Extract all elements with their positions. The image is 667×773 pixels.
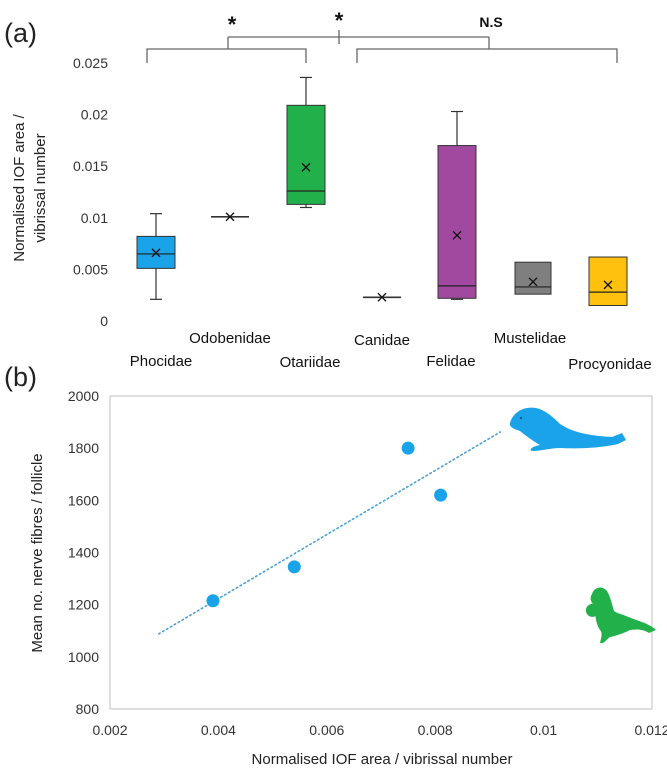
mean-marker-phocidae bbox=[151, 248, 161, 258]
seal-silhouette-icon bbox=[509, 407, 626, 451]
x-tick-label: 0.01 bbox=[530, 722, 557, 738]
mean-marker-felidae bbox=[452, 230, 462, 240]
data-point bbox=[287, 560, 301, 574]
data-point bbox=[401, 441, 415, 455]
data-point bbox=[206, 594, 220, 608]
y-tick-label: 0.005 bbox=[73, 261, 108, 277]
box-procyonidae bbox=[588, 256, 628, 307]
panel-a-y-axis-title-line-2: vibrissal number bbox=[32, 133, 49, 242]
y-tick-label: 0.025 bbox=[73, 55, 108, 71]
x-tick-label: 0.004 bbox=[201, 722, 236, 738]
box-mustelidae bbox=[514, 261, 552, 295]
panel-b-x-axis-title: Normalised IOF area / vibrissal number bbox=[252, 751, 513, 768]
panel-b-y-ticks: 800 1000 1200 1400 1600 1800 2000 bbox=[68, 388, 99, 717]
panel-a: (a) Normalised IOF area / vibrissal numb… bbox=[4, 8, 652, 373]
bracket-pinnipeds bbox=[146, 37, 307, 63]
y-tick-label: 800 bbox=[76, 701, 100, 717]
mean-marker-odobenidae bbox=[225, 212, 235, 222]
category-label-procyonidae: Procyonidae bbox=[568, 356, 651, 373]
box-otariidae bbox=[286, 104, 326, 205]
y-tick-label: 0.01 bbox=[81, 210, 108, 226]
significance-star-2: * bbox=[335, 8, 344, 33]
bracket-top-link bbox=[228, 30, 489, 44]
category-label-otariidae: Otariidae bbox=[280, 354, 341, 371]
sea-lion-silhouette-icon bbox=[590, 587, 656, 644]
trendline bbox=[157, 431, 502, 635]
panel-b-y-axis-title: Mean no. nerve fibres / follicle bbox=[29, 453, 46, 652]
panel-a-y-ticks: 0 0.005 0.01 0.015 0.02 0.025 bbox=[73, 55, 108, 329]
mean-marker-canidae bbox=[377, 292, 387, 302]
y-tick-label: 2000 bbox=[68, 388, 99, 404]
significance-ns: N.S bbox=[479, 14, 502, 30]
trendline-path bbox=[157, 431, 502, 635]
significance-brackets: * * N.S bbox=[146, 8, 618, 63]
y-tick-label: 1000 bbox=[68, 649, 99, 665]
category-label-odobenidae: Odobenidae bbox=[189, 330, 271, 347]
significance-star-1: * bbox=[228, 12, 237, 37]
x-tick-label: 0.002 bbox=[92, 722, 127, 738]
y-tick-label: 1200 bbox=[68, 597, 99, 613]
category-label-phocidae: Phocidae bbox=[130, 353, 193, 370]
y-tick-label: 1800 bbox=[68, 440, 99, 456]
x-tick-label: 0.012 bbox=[634, 722, 667, 738]
bracket-terrestrial bbox=[356, 37, 618, 63]
y-tick-label: 0 bbox=[100, 313, 108, 329]
y-tick-label: 0.02 bbox=[81, 107, 108, 123]
data-point bbox=[434, 488, 448, 502]
box-felidae bbox=[437, 145, 477, 299]
category-label-mustelidae: Mustelidae bbox=[494, 330, 567, 347]
box-plots bbox=[136, 76, 628, 307]
mean-marker-procyonidae bbox=[603, 280, 613, 290]
x-tick-label: 0.006 bbox=[309, 722, 344, 738]
category-labels: Phocidae Odobenidae Otariidae Canidae Felida… bbox=[130, 330, 652, 373]
y-tick-label: 1400 bbox=[68, 545, 99, 561]
y-tick-label: 0.015 bbox=[73, 158, 108, 174]
x-tick-label: 0.008 bbox=[418, 722, 453, 738]
seal-eye bbox=[519, 416, 523, 420]
category-label-felidae: Felidae bbox=[426, 353, 475, 370]
panel-b-label: (b) bbox=[4, 362, 37, 392]
mean-marker-otariidae bbox=[301, 162, 311, 172]
panel-a-label: (a) bbox=[4, 18, 37, 48]
y-tick-label: 1600 bbox=[68, 492, 99, 508]
mean-marker-mustelidae bbox=[528, 277, 538, 287]
panel-b-x-ticks: 0.002 0.004 0.006 0.008 0.01 0.012 bbox=[92, 722, 667, 738]
scatter-points bbox=[206, 441, 599, 617]
panel-a-y-axis-title-line-1: Normalised IOF area / bbox=[11, 113, 28, 261]
category-label-canidae: Canidae bbox=[354, 332, 410, 349]
